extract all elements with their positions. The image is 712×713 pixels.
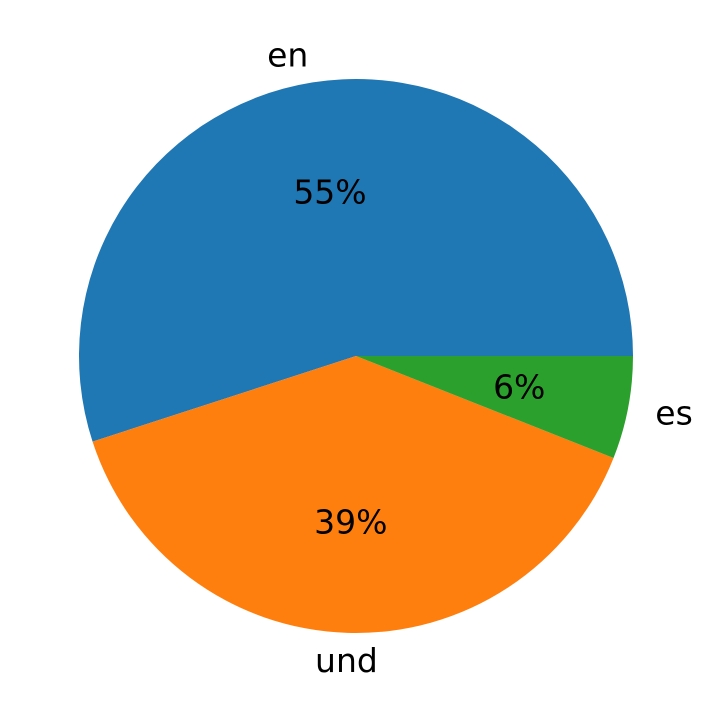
pie-slice-en [78, 78, 634, 442]
pie-labels: 55% en 39% und 6% es [267, 36, 693, 680]
pie-pct-label-und: 39% [314, 503, 387, 542]
pie-category-label-und: und [315, 641, 378, 680]
pie-category-label-es: es [655, 394, 693, 433]
pie-category-label-en: en [267, 36, 308, 75]
pie-pct-label-en: 55% [293, 172, 366, 211]
pie-slices [78, 78, 634, 633]
pie-slice-und [92, 356, 614, 633]
pie-slice-es [356, 356, 633, 458]
pie-pct-label-es: 6% [493, 368, 545, 407]
